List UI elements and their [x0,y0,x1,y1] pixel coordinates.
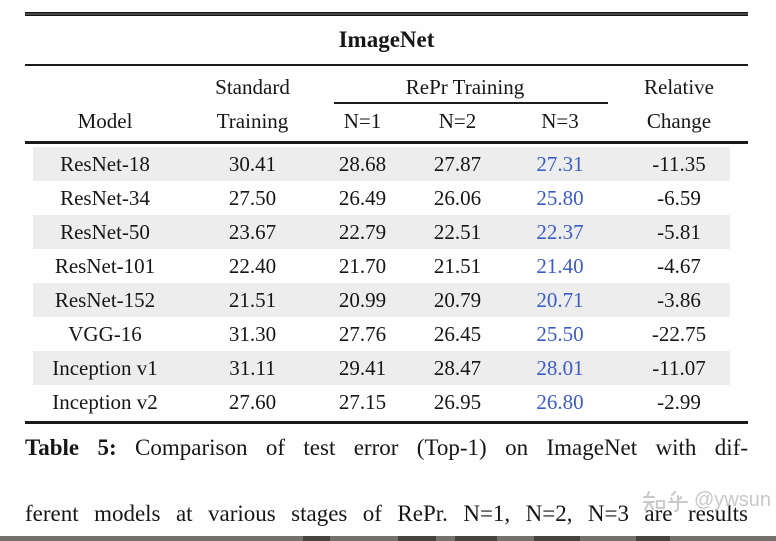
table-row: Inception v1 31.11 29.41 28.47 28.01 -11… [25,351,748,385]
table-row: ResNet-152 21.51 20.99 20.79 20.71 -3.86 [25,283,748,317]
table-title: ImageNet [338,27,435,52]
zhihu-cjk-glyphs-icon [643,490,688,512]
header-n1: N=1 [343,109,382,133]
cut-off-next-content-strip [0,536,776,541]
repr-n2-cell: 27.87 [433,152,482,176]
model-cell: ResNet-101 [54,254,156,278]
repr-n1-cell: 22.79 [338,220,387,244]
repr-n3-cell: 28.01 [536,356,584,380]
repr-n3-cell: 27.31 [536,152,584,176]
table-row: VGG-16 31.30 27.76 26.45 25.50 -22.75 [25,317,748,351]
header-model: Model [77,109,133,133]
standard-training-cell: 21.51 [228,288,277,312]
standard-training-cell: 27.60 [228,390,277,414]
header-n2: N=2 [438,109,477,133]
relative-change-cell: -11.07 [652,356,706,380]
model-cell: ResNet-18 [60,152,150,176]
header-change: Change [646,109,712,133]
repr-n2-cell: 21.51 [433,254,482,278]
caption-line-1-text: Comparison of test error (Top-1) on Imag… [116,435,749,460]
table-row: ResNet-101 22.40 21.70 21.51 21.40 -4.67 [25,249,748,283]
model-cell: Inception v1 [52,356,158,380]
header-training: Training [216,109,289,133]
table-row: ResNet-34 27.50 26.49 26.06 25.80 -6.59 [25,181,748,215]
header-n3: N=3 [541,109,579,133]
zhihu-watermark: @ywsun [642,489,771,512]
model-cell: ResNet-34 [60,186,150,210]
header-standard: Standard [215,75,290,99]
repr-n1-cell: 21.70 [338,254,387,278]
caption-line-1: Table 5: Comparison of test error (Top-1… [25,431,748,497]
caption-label: Table 5: [25,435,117,460]
model-cell: Inception v2 [52,390,158,414]
repr-n2-cell: 26.95 [433,390,482,414]
repr-n3-cell: 21.40 [536,254,584,278]
standard-training-cell: 23.67 [228,220,277,244]
repr-n2-cell: 26.06 [433,186,482,210]
table-bottom-rule [25,421,748,424]
relative-change-cell: -6.59 [657,186,701,210]
model-cell: ResNet-152 [54,288,156,312]
relative-change-cell: -5.81 [657,220,701,244]
table-row: ResNet-50 23.67 22.79 22.51 22.37 -5.81 [25,215,748,249]
standard-training-cell: 27.50 [228,186,277,210]
repr-n3-cell: 20.71 [536,288,584,312]
standard-training-cell: 30.41 [228,152,277,176]
repr-n2-cell: 28.47 [433,356,482,380]
table-caption: Table 5: Comparison of test error (Top-1… [25,431,748,541]
table-top-rule [25,12,748,16]
repr-n2-cell: 26.45 [433,322,482,346]
repr-n3-cell: 22.37 [536,220,584,244]
standard-training-cell: 31.11 [229,356,276,380]
model-cell: VGG-16 [68,322,142,346]
relative-change-cell: -2.99 [657,390,701,414]
cut-off-glyph-tops [0,536,776,541]
watermark-handle: @ywsun [694,489,771,511]
model-cell: ResNet-50 [60,220,150,244]
repr-n1-cell: 20.99 [338,288,387,312]
repr-n1-cell: 27.15 [338,390,387,414]
repr-n2-cell: 20.79 [433,288,482,312]
header-repr-training-group: RePr Training [320,70,610,104]
repr-n1-cell: 26.49 [338,186,387,210]
header-relative: Relative [644,75,714,99]
repr-n3-cell: 25.80 [536,186,584,210]
relative-change-cell: -11.35 [652,152,706,176]
repr-n1-cell: 29.41 [338,356,387,380]
standard-training-cell: 31.30 [228,322,277,346]
caption-line-2: ferent models at various stages of RePr.… [25,501,748,526]
repr-n1-cell: 27.76 [338,322,387,346]
repr-n3-cell: 25.50 [536,322,584,346]
relative-change-cell: -22.75 [651,322,707,346]
repr-n1-cell: 28.68 [338,152,387,176]
table-body: ResNet-18 30.41 28.68 27.87 27.31 -11.35… [25,147,748,419]
standard-training-cell: 22.40 [228,254,277,278]
relative-change-cell: -3.86 [657,288,701,312]
title-separator-rule [25,64,748,66]
table-row: Inception v2 27.60 27.15 26.95 26.80 -2.… [25,385,748,419]
table-row: ResNet-18 30.41 28.68 27.87 27.31 -11.35 [25,147,748,181]
repr-n3-cell: 26.80 [536,390,584,414]
header-separator-rule [25,141,748,144]
relative-change-cell: -4.67 [657,254,701,278]
repr-n2-cell: 22.51 [433,220,482,244]
table-header: Standard RePr Training Relative Model Tr… [25,70,748,138]
